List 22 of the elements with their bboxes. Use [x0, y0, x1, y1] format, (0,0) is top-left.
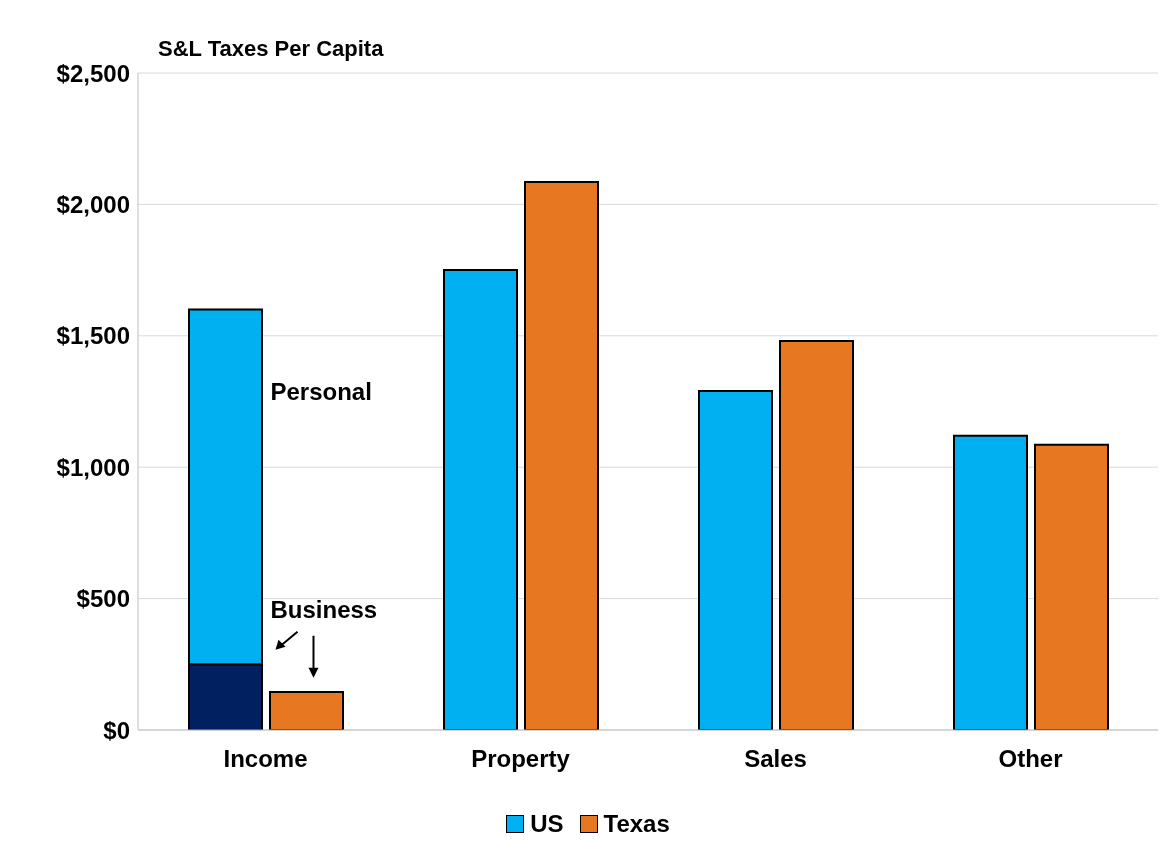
- bar: [524, 181, 599, 730]
- bar: [698, 389, 773, 730]
- y-tick-label: $500: [76, 585, 130, 613]
- legend-label: Texas: [603, 810, 670, 838]
- bar: [443, 269, 518, 730]
- bar: [1034, 443, 1109, 730]
- y-tick-label: $2,000: [56, 190, 130, 218]
- legend-label: US: [530, 810, 564, 838]
- annotation: Business: [270, 596, 378, 624]
- bar: [269, 690, 344, 730]
- y-tick-label: $1,500: [56, 322, 130, 350]
- chart-title: S&L Taxes Per Capita: [158, 36, 384, 62]
- y-tick-label: $2,500: [56, 59, 130, 87]
- y-tick-label: $1,000: [56, 453, 130, 481]
- bar: [779, 340, 854, 730]
- x-tick-label: Sales: [744, 745, 807, 773]
- x-tick-label: Income: [223, 745, 308, 773]
- x-tick-label: Property: [471, 745, 571, 773]
- x-tick-label: Other: [998, 745, 1063, 773]
- annotation: Personal: [270, 377, 372, 405]
- bar: [953, 434, 1028, 730]
- y-tick-label: $0: [103, 716, 130, 744]
